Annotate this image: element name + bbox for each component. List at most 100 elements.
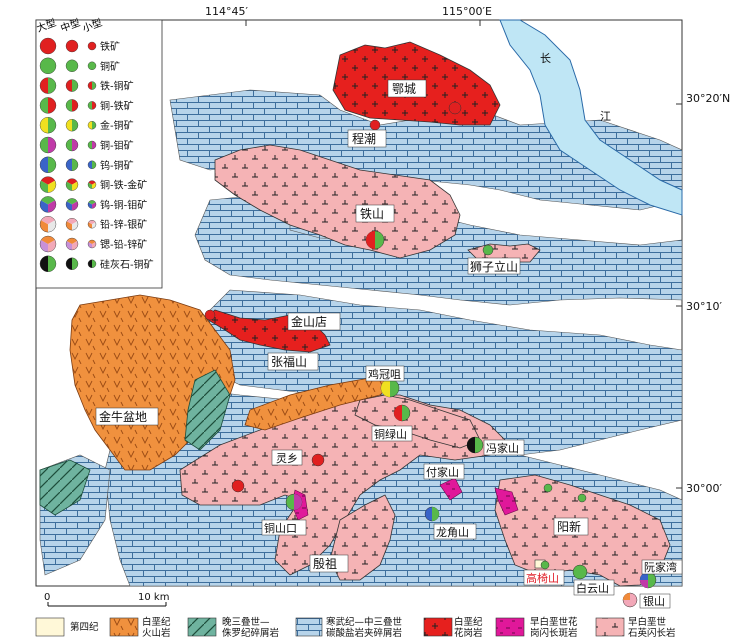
scale-label: 10 km bbox=[138, 592, 169, 603]
label-tongshankou: 铜山口 bbox=[264, 521, 297, 535]
bottom-legend: 第四纪 白垩纪火山岩 晚三叠世—侏罗纪碎屑岩 寒武纪—中三叠世碳酸盐岩夹碎屑岩 白垩纪花… bbox=[35, 616, 676, 639]
legend-item-label: 铜-铁矿 bbox=[100, 99, 134, 112]
legend-symbol-medium bbox=[65, 198, 79, 211]
legend-symbol-large bbox=[39, 176, 57, 193]
label-tonglushan: 铜绿山 bbox=[374, 427, 407, 441]
legend-symbol-medium bbox=[65, 99, 79, 112]
legend-symbol-large bbox=[39, 235, 57, 253]
bottom-legend-swatch bbox=[109, 617, 139, 637]
label-zhangfushan: 张福山 bbox=[271, 354, 307, 369]
bottom-legend-swatch bbox=[423, 617, 453, 637]
label-yangxin: 阳新 bbox=[557, 519, 581, 534]
legend-symbol-small bbox=[87, 219, 97, 229]
label-shiziliushan: 狮子立山 bbox=[470, 259, 518, 274]
legend-symbol-small bbox=[87, 101, 97, 110]
deposit-echeng bbox=[448, 101, 462, 115]
deposit-chengchao bbox=[369, 119, 381, 131]
legend-symbol-large bbox=[39, 156, 57, 174]
legend-symbol-large bbox=[39, 37, 57, 55]
label-ruanjiawan: 阮家湾 bbox=[644, 560, 677, 574]
bottom-legend-swatch bbox=[35, 617, 65, 637]
bottom-legend-swatch bbox=[295, 617, 323, 637]
legend-item: 锶-铅-锌矿 bbox=[39, 235, 147, 253]
legend-item-label: 铜-铁-金矿 bbox=[100, 179, 147, 192]
legend-symbol-small bbox=[87, 180, 97, 189]
mineral-legend-box bbox=[35, 19, 163, 289]
label-tieshan: 铁山 bbox=[360, 207, 384, 221]
legend-item: 铁-铜矿 bbox=[39, 77, 134, 94]
label-changjiang-1: 长 bbox=[540, 52, 551, 65]
label-longjiaoshan: 龙角山 bbox=[436, 526, 469, 539]
mineral-legend: 大型 中型 小型 铁矿铜矿铁-铜矿铜-铁矿金-铜矿铜-钼矿钨-铜矿铜-铁-金矿钨… bbox=[35, 16, 163, 289]
legend-item-label: 钨-铜矿 bbox=[100, 159, 134, 172]
legend-symbol-large bbox=[39, 77, 57, 94]
legend-symbol-medium bbox=[65, 59, 79, 73]
legend-symbol-large bbox=[39, 196, 57, 213]
legend-symbol-small bbox=[87, 61, 97, 71]
legend-symbol-medium bbox=[65, 118, 79, 132]
legend-symbol-large bbox=[39, 116, 57, 134]
lon-1: 114°45′ bbox=[205, 5, 248, 18]
jiguanzui-volcanic bbox=[244, 377, 396, 431]
deposit-baiyun bbox=[572, 564, 588, 580]
bottom-legend-item-carbonate: 寒武纪—中三叠世碳酸盐岩夹碎屑岩 bbox=[295, 616, 403, 639]
bottom-legend-items: 第四纪 白垩纪火山岩 晚三叠世—侏罗纪碎屑岩 寒武纪—中三叠世碳酸盐岩夹碎屑岩 白垩纪花… bbox=[35, 616, 676, 639]
coordinate-labels: 114°45′ 115°00′E 30°20′N 30°10′ 30°00′ bbox=[205, 5, 730, 495]
legend-symbol-medium bbox=[65, 39, 79, 53]
legend-item: 硅灰石-铜矿 bbox=[39, 255, 154, 272]
bottom-legend-item-volcanic: 白垩纪火山岩 bbox=[109, 616, 171, 639]
bottom-legend-label: 白垩纪火山岩 bbox=[142, 616, 171, 639]
legend-symbol-large bbox=[39, 136, 57, 154]
clastic-rocks bbox=[39, 369, 231, 516]
deposit-yangxin-1 bbox=[543, 483, 553, 493]
bottom-legend-item-clastic: 晚三叠世—侏罗纪碎屑岩 bbox=[187, 616, 279, 639]
label-lingxiang: 灵乡 bbox=[276, 452, 298, 465]
legend-item: 铜-铁-金矿 bbox=[39, 176, 147, 193]
scale-bar: 0 10 km bbox=[44, 592, 169, 607]
bottom-legend-swatch bbox=[495, 617, 525, 637]
legend-symbol-small bbox=[87, 239, 97, 249]
legend-symbol-small bbox=[87, 200, 97, 209]
legend-item: 铜-钼矿 bbox=[39, 136, 134, 154]
legend-symbol-medium bbox=[65, 138, 79, 152]
map-body bbox=[39, 19, 683, 587]
yangtze-river bbox=[499, 19, 683, 216]
deposit-tongshankou-half bbox=[294, 494, 302, 510]
label-fengjiashan: 冯家山 bbox=[486, 441, 519, 455]
legend-symbol-small bbox=[87, 140, 97, 150]
bottom-legend-item-granite: 白垩纪花岗岩 bbox=[423, 616, 483, 639]
legend-symbol-large bbox=[39, 215, 57, 233]
deposit-tieshan-half bbox=[366, 231, 375, 249]
scale-zero: 0 bbox=[44, 592, 50, 603]
lat-1: 30°20′N bbox=[686, 92, 730, 105]
lon-2: 115°00′E bbox=[442, 5, 492, 18]
legend-symbol-medium bbox=[65, 79, 79, 92]
label-jinniu: 金牛盆地 bbox=[99, 409, 147, 424]
legend-symbol-small bbox=[87, 120, 97, 130]
legend-symbol-small bbox=[87, 81, 97, 90]
legend-symbol-small bbox=[87, 41, 97, 51]
label-gaoyishan: 高椅山 bbox=[526, 571, 559, 585]
deposit-lingxiang-2 bbox=[231, 479, 245, 493]
legend-symbol-large bbox=[39, 255, 57, 272]
bottom-legend-swatch bbox=[187, 617, 217, 637]
legend-item-label: 锶-铅-锌矿 bbox=[100, 238, 147, 251]
legend-item-label: 铁矿 bbox=[100, 40, 120, 53]
label-baiyunshan: 白云山 bbox=[576, 581, 609, 595]
legend-symbol-medium bbox=[65, 257, 79, 270]
deposit-jiguanzui-half bbox=[381, 379, 390, 397]
bottom-legend-item-quaternary: 第四纪 bbox=[35, 617, 99, 637]
label-fujiashan: 付家山 bbox=[426, 465, 459, 479]
label-changjiang-2: 江 bbox=[600, 110, 611, 123]
legend-item-label: 金-铜矿 bbox=[100, 119, 134, 132]
label-chengchao: 程潮 bbox=[352, 131, 376, 146]
tieshan-diorite bbox=[214, 144, 461, 259]
deposit-ruanjiawan-part2 bbox=[640, 580, 648, 588]
label-echeng: 鄂城 bbox=[392, 82, 416, 96]
legend-symbol-large bbox=[39, 97, 57, 114]
legend-symbol-medium bbox=[65, 158, 79, 172]
legend-symbol-medium bbox=[65, 217, 79, 231]
deposit-yinshan-half bbox=[623, 593, 630, 600]
bottom-legend-label: 第四纪 bbox=[70, 621, 99, 633]
